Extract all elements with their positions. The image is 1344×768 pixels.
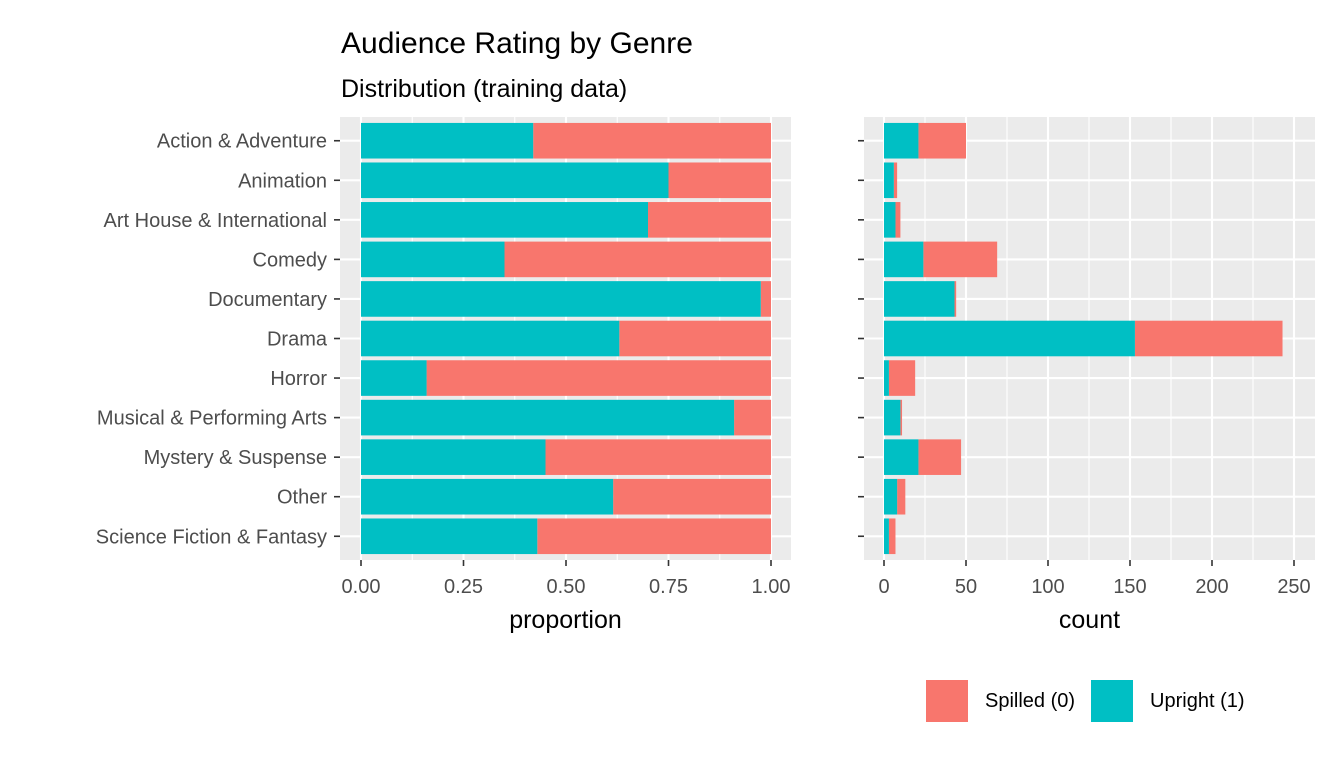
proportion-x-tick-label: 1.00	[752, 576, 791, 598]
count-bar-upright	[884, 241, 924, 278]
count-bar-spilled	[900, 399, 903, 436]
y-tick-label: Comedy	[253, 249, 327, 271]
count-bar-upright	[884, 360, 889, 396]
count-bar-upright	[884, 518, 889, 555]
legend-key-upright	[1091, 680, 1134, 722]
chart-subtitle: Distribution (training data)	[341, 75, 628, 103]
y-tick-label: Action & Adventure	[157, 131, 327, 153]
count-x-tick-label: 150	[1113, 576, 1146, 598]
legend: Spilled (0) Upright (1)	[926, 680, 1261, 722]
count-x-tick-label: 0	[878, 576, 889, 598]
y-tick-label: Documentary	[208, 289, 327, 311]
count-x-tick-label: 200	[1195, 576, 1228, 598]
count-bar-upright	[884, 478, 898, 515]
proportion-bar-spilled	[760, 281, 771, 317]
proportion-bar-upright	[361, 518, 538, 555]
count-bar-spilled	[954, 281, 957, 317]
count-bar-upright	[884, 202, 896, 238]
proportion-bar-spilled	[668, 162, 771, 199]
proportion-x-axis-title: proportion	[509, 606, 622, 634]
proportion-x-tick-label: 0.25	[444, 576, 483, 598]
proportion-bar-upright	[361, 162, 669, 199]
y-tick-label: Drama	[267, 329, 328, 351]
legend-item-upright: Upright (1)	[1091, 680, 1245, 722]
proportion-bar-spilled	[648, 202, 771, 238]
proportion-bar-upright	[361, 202, 648, 238]
count-bar-upright	[884, 122, 919, 159]
y-tick-label: Animation	[238, 170, 327, 192]
proportion-bar-upright	[361, 360, 427, 396]
y-tick-label: Other	[277, 487, 327, 509]
legend-item-spilled: Spilled (0)	[926, 680, 1075, 722]
count-bar-upright	[884, 162, 894, 199]
proportion-bar-spilled	[619, 320, 771, 357]
y-tick-label: Musical & Performing Arts	[97, 408, 327, 430]
proportion-bar-upright	[361, 478, 614, 515]
count-x-tick-label: 250	[1277, 576, 1310, 598]
y-tick-label: Horror	[270, 368, 327, 390]
proportion-bar-spilled	[426, 360, 771, 396]
proportion-bar-spilled	[545, 439, 771, 475]
proportion-x-tick-label: 0.00	[342, 576, 381, 598]
proportion-bar-spilled	[533, 122, 771, 159]
count-x-axis-title: count	[1059, 606, 1120, 634]
y-tick-label: Science Fiction & Fantasy	[96, 526, 327, 548]
legend-key-spilled	[926, 680, 968, 722]
count-bar-upright	[884, 439, 919, 475]
proportion-x-tick-label: 0.50	[547, 576, 586, 598]
count-bar-spilled	[895, 202, 901, 238]
proportion-bar-spilled	[504, 241, 771, 278]
count-x-tick-label: 100	[1031, 576, 1064, 598]
count-bar-upright	[884, 320, 1135, 357]
proportion-bar-upright	[361, 281, 761, 317]
count-bar-spilled	[893, 162, 898, 199]
y-tick-label: Mystery & Suspense	[144, 447, 327, 469]
count-bar-spilled	[897, 478, 906, 515]
proportion-bar-spilled	[537, 518, 771, 555]
proportion-x-tick-label: 0.75	[649, 576, 688, 598]
proportion-bar-upright	[361, 241, 505, 278]
count-x-tick-label: 50	[955, 576, 977, 598]
proportion-bar-upright	[361, 320, 620, 357]
proportion-bar-upright	[361, 122, 534, 159]
y-tick-label: Art House & International	[104, 210, 327, 232]
count-bar-spilled	[918, 439, 962, 475]
proportion-bar-upright	[361, 399, 735, 436]
count-bar-upright	[884, 399, 901, 436]
count-bar-spilled	[918, 122, 966, 159]
count-bar-spilled	[888, 518, 896, 555]
count-bar-spilled	[923, 241, 998, 278]
count-bar-spilled	[888, 360, 916, 396]
proportion-bar-upright	[361, 439, 546, 475]
count-bar-upright	[884, 281, 955, 317]
legend-label-upright: Upright (1)	[1150, 689, 1245, 712]
count-bar-spilled	[1134, 320, 1283, 357]
legend-label-spilled: Spilled (0)	[985, 689, 1076, 712]
chart-title: Audience Rating by Genre	[341, 27, 693, 60]
proportion-bar-spilled	[613, 478, 771, 515]
proportion-bar-spilled	[734, 399, 771, 436]
